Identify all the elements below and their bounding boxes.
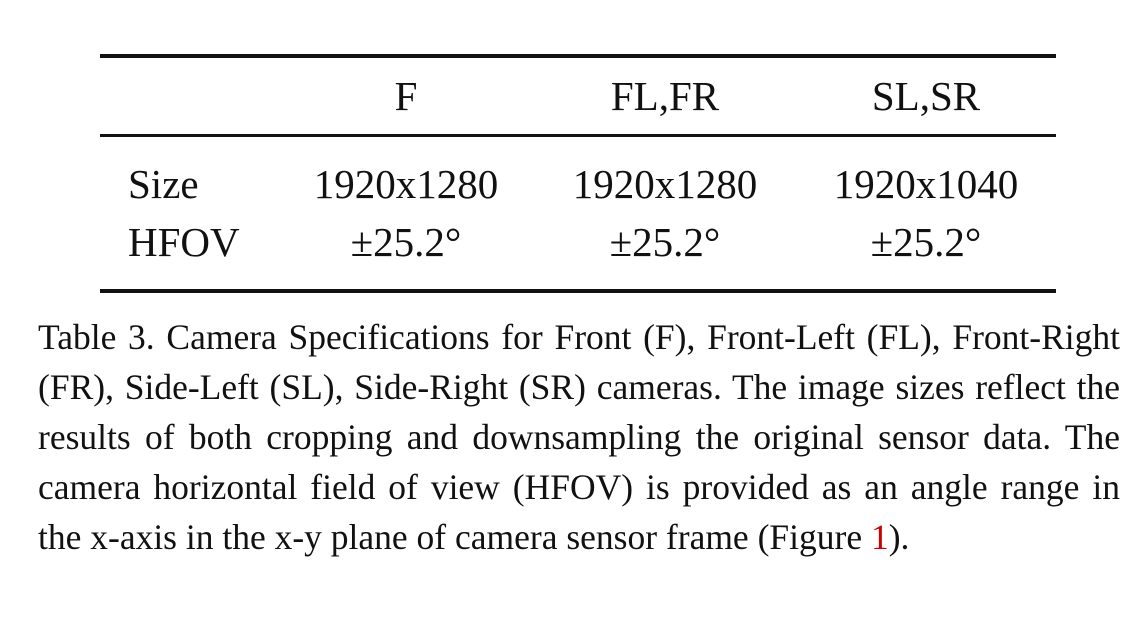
size-side-left-right: 1920x1040 (833, 160, 1019, 207)
header-front: F (394, 72, 418, 119)
size-front: 1920x1280 (313, 160, 499, 207)
hfov-front-left-right: ±25.2° (609, 218, 721, 265)
table-header-row: F FL,FR SL,SR (100, 56, 1056, 136)
caption-text: Table 3. Camera Specifications for Front… (38, 317, 1120, 557)
size-front-left-right: 1920x1280 (572, 160, 758, 207)
camera-spec-table-container: F FL,FR SL,SR Size 1920x1280 1920x1280 1… (100, 54, 1056, 293)
header-side-left-right: SL,SR (871, 72, 981, 119)
row-label-size: Size (128, 160, 199, 207)
table-caption: Table 3. Camera Specifications for Front… (38, 312, 1120, 562)
header-front-left-right: FL,FR (610, 72, 720, 119)
row-label-hfov: HFOV (128, 218, 240, 265)
table-row-size: Size 1920x1280 1920x1280 1920x1040 (100, 136, 1056, 214)
header-empty-cell (100, 56, 278, 136)
hfov-side-left-right: ±25.2° (870, 218, 982, 265)
camera-spec-table: F FL,FR SL,SR Size 1920x1280 1920x1280 1… (100, 54, 1056, 293)
table-row-hfov: HFOV ±25.2° ±25.2° ±25.2° (100, 213, 1056, 291)
hfov-front: ±25.2° (350, 218, 462, 265)
figure-reference-link[interactable]: 1 (870, 517, 889, 557)
caption-text-end: ). (888, 517, 910, 557)
